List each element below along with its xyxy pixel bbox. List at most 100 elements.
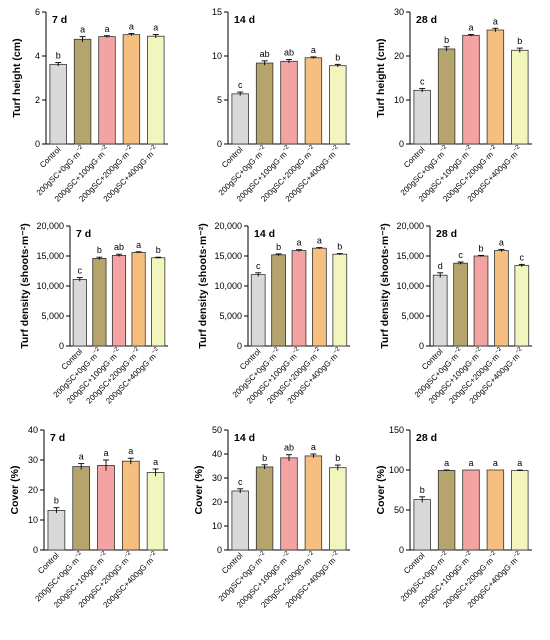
- bar: [131, 251, 146, 347]
- bar: [511, 470, 529, 551]
- y-tick-label: 20,000: [396, 221, 424, 231]
- y-tick-label: 15,000: [396, 251, 424, 261]
- significance-label: a: [153, 22, 158, 32]
- y-tick-label: 0: [419, 341, 424, 351]
- y-tick-label: 0: [35, 139, 40, 149]
- significance-label: a: [104, 24, 109, 34]
- significance-label: b: [54, 496, 59, 506]
- significance-label: d: [438, 261, 443, 271]
- y-axis-label: Turf density (shoots·m⁻²): [379, 223, 391, 349]
- bar: [432, 274, 448, 347]
- y-tick-label: 0: [237, 341, 242, 351]
- bar: [462, 469, 480, 551]
- y-tick-label: 4: [35, 51, 40, 61]
- y-axis-label: Cover (%): [375, 465, 387, 514]
- bar: [437, 469, 456, 551]
- panel-title: 14 d: [234, 14, 255, 26]
- panel-title: 7 d: [52, 14, 67, 26]
- panel-title: 14 d: [254, 228, 275, 240]
- significance-label: a: [468, 458, 473, 468]
- significance-label: a: [493, 458, 498, 468]
- panel-title: 28 d: [436, 228, 457, 240]
- y-tick-label: 30: [394, 7, 404, 17]
- y-tick-label: 10: [394, 95, 404, 105]
- bar: [255, 466, 274, 551]
- significance-label: b: [262, 453, 267, 463]
- y-tick-label: 30: [28, 455, 38, 465]
- bar: [514, 265, 530, 347]
- y-tick-label: 150: [389, 425, 404, 435]
- significance-label: b: [335, 453, 340, 463]
- y-tick-label: 10: [212, 51, 222, 61]
- bar: [92, 257, 107, 347]
- significance-label: b: [276, 242, 281, 252]
- significance-label: b: [478, 243, 483, 253]
- bar: [511, 49, 529, 145]
- significance-label: a: [493, 16, 498, 26]
- significance-label: ab: [114, 242, 124, 252]
- y-tick-label: 6: [35, 7, 40, 17]
- bar: [271, 254, 286, 347]
- bar: [312, 247, 327, 347]
- significance-label: a: [468, 22, 473, 32]
- panel-title: 28 d: [416, 432, 437, 444]
- panel-title: 7 d: [76, 228, 91, 240]
- bar: [98, 36, 116, 145]
- bar: [111, 254, 127, 347]
- bar: [304, 57, 323, 145]
- bar: [231, 93, 249, 145]
- bar: [304, 455, 323, 551]
- y-tick-label: 0: [399, 545, 404, 555]
- y-tick-label: 20: [212, 497, 222, 507]
- significance-label: a: [317, 236, 322, 246]
- significance-label: b: [156, 245, 161, 255]
- significance-label: a: [499, 237, 504, 247]
- bar: [151, 257, 166, 347]
- y-tick-label: 0: [217, 139, 222, 149]
- significance-label: ab: [284, 48, 294, 58]
- bar: [413, 499, 431, 551]
- y-tick-label: 10,000: [396, 281, 424, 291]
- bar: [250, 274, 266, 347]
- y-tick-label: 10: [28, 515, 38, 525]
- bar: [121, 460, 140, 551]
- significance-label: b: [444, 35, 449, 45]
- significance-label: b: [56, 51, 61, 61]
- bar: [332, 253, 348, 347]
- significance-label: b: [420, 485, 425, 495]
- bar: [329, 467, 347, 551]
- bar: [255, 62, 274, 145]
- y-tick-label: 5,000: [401, 311, 424, 321]
- chart-panel-4: 0 5,000 10,000 15,000 20,000 Turf density (sh…: [197, 221, 350, 406]
- significance-label: c: [458, 250, 463, 260]
- y-axis-label: Cover (%): [193, 465, 205, 514]
- significance-label: a: [128, 446, 133, 456]
- bar: [494, 250, 509, 347]
- significance-label: c: [520, 252, 525, 262]
- y-tick-label: 40: [212, 449, 222, 459]
- y-tick-label: 30: [212, 473, 222, 483]
- bar: [413, 89, 431, 145]
- significance-label: a: [311, 442, 316, 452]
- significance-label: a: [311, 45, 316, 55]
- y-tick-label: 0: [399, 139, 404, 149]
- significance-label: c: [78, 266, 83, 276]
- significance-label: a: [296, 238, 301, 248]
- bar: [146, 472, 165, 551]
- panel-title: 14 d: [234, 432, 255, 444]
- bar: [437, 48, 456, 145]
- significance-label: c: [238, 477, 243, 487]
- y-tick-label: 100: [389, 465, 404, 475]
- y-tick-label: 10,000: [36, 281, 64, 291]
- chart-panel-3: 0 5,000 10,000 15,000 20,000 Turf density (sh…: [19, 221, 168, 406]
- y-tick-label: 0: [59, 341, 64, 351]
- y-tick-label: 40: [28, 425, 38, 435]
- y-tick-label: 50: [212, 425, 222, 435]
- significance-label: b: [335, 52, 340, 62]
- bar: [486, 469, 505, 551]
